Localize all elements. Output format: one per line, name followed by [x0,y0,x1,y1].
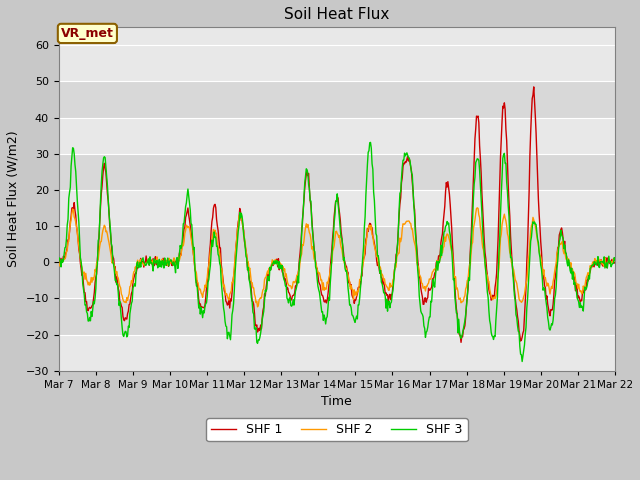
Legend: SHF 1, SHF 2, SHF 3: SHF 1, SHF 2, SHF 3 [206,418,468,441]
Line: SHF 3: SHF 3 [59,143,615,361]
SHF 1 [65,236,72,242]
SHF 1 [457,339,465,345]
SHF 3 [65,195,72,201]
SHF 1 [179,243,186,249]
SHF 1 [208,219,216,225]
Line: SHF 2: SHF 2 [59,208,615,307]
SHF 3 [367,140,374,145]
SHF 3 [208,237,216,243]
SHF 2 [65,239,72,244]
SHF 1 [404,158,412,164]
Bar [59,335,615,371]
Bar [59,154,615,190]
SHF 3 [422,335,429,340]
SHF 2 [253,304,261,310]
SHF 2 [208,238,216,243]
SHF 3 [405,156,413,161]
Text: VR_met: VR_met [61,27,114,40]
Line: SHF 1: SHF 1 [59,87,615,342]
SHF 3 [518,359,526,364]
Bar [59,226,615,262]
SHF 3 [179,234,186,240]
SHF 2 [474,205,481,211]
Bar [59,262,615,299]
SHF 3 [122,329,130,335]
SHF 2 [611,258,619,264]
Title: Soil Heat Flux: Soil Heat Flux [284,7,390,22]
SHF 2 [422,288,429,294]
SHF 3 [611,257,619,263]
SHF 2 [122,300,130,305]
SHF 2 [405,218,413,224]
Bar [59,299,615,335]
Y-axis label: Soil Heat Flux (W/m2): Soil Heat Flux (W/m2) [7,131,20,267]
X-axis label: Time: Time [321,395,352,408]
SHF 1 [55,258,63,264]
SHF 1 [530,84,538,90]
SHF 1 [122,316,130,322]
SHF 2 [179,240,186,246]
Bar [59,190,615,226]
Bar [59,45,615,82]
SHF 1 [611,260,619,265]
Bar [59,82,615,118]
SHF 3 [55,257,63,263]
SHF 1 [421,295,429,301]
Bar [59,118,615,154]
SHF 2 [55,259,63,264]
